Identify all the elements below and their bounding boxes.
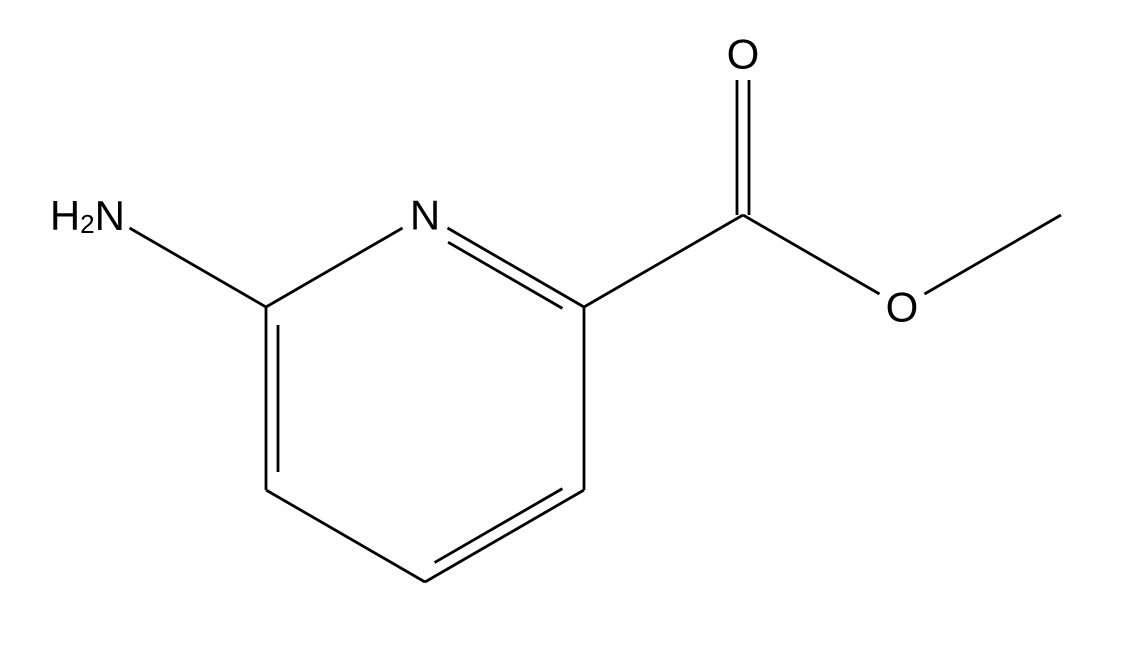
O_dbl-label: O [727, 31, 760, 78]
N_amine-label: H2N [50, 192, 125, 240]
molecule-diagram: N H2N O O [0, 0, 1147, 660]
N_ring-label: N [410, 192, 440, 239]
O_sng-label: O [886, 284, 919, 331]
